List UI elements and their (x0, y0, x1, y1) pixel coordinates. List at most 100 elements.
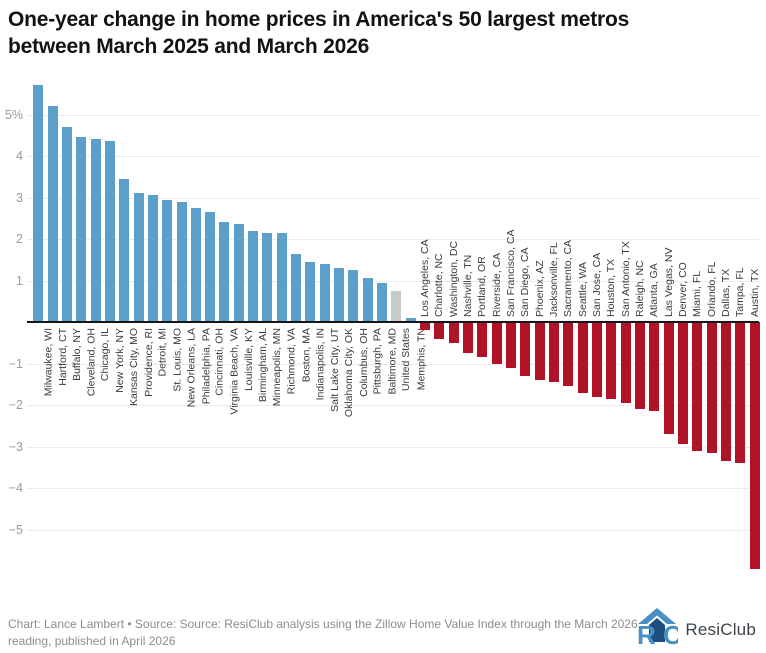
bar (391, 290, 402, 322)
bar (649, 322, 660, 412)
gridline (27, 114, 759, 116)
gridline (27, 446, 759, 448)
bar (749, 322, 760, 569)
bar-label: Boston, MA (300, 328, 313, 383)
bar (477, 322, 488, 358)
bar-label: Pittsburgh, PA (371, 328, 384, 395)
y-tick-label: 4 (16, 149, 23, 163)
y-tick-label: 3 (16, 190, 23, 205)
bar (33, 85, 44, 322)
bar-label: Philadelphia, PA (199, 328, 212, 405)
bar (448, 322, 459, 343)
y-tick-label: 5% (4, 107, 23, 122)
bar (434, 322, 445, 339)
bar-label: Birmingham, AL (257, 328, 270, 403)
credit-line-2: reading, published in April 2026 (8, 633, 176, 648)
bar (233, 224, 244, 322)
bar-label: Tampa, FL (734, 267, 747, 317)
bar (291, 253, 302, 322)
bar (276, 232, 287, 322)
bar-label: Kansas City, MO (128, 328, 141, 406)
bar-label: Dallas, TX (720, 268, 733, 317)
y-tick-label: 1 (16, 273, 23, 288)
y-tick-label: −1 (8, 356, 23, 371)
gridline (27, 197, 759, 199)
page-title: One-year change in home prices in Americ… (8, 6, 629, 60)
bar-label: San Jose, CA (591, 252, 604, 317)
bar-label: Nashville, TN (462, 254, 475, 317)
gridline (27, 239, 759, 240)
bar (334, 268, 345, 322)
bar (119, 178, 130, 322)
bar (348, 270, 359, 322)
resiclub-brand: R C ResiClub (636, 606, 756, 653)
bar-label: Hartford, CT (56, 328, 69, 386)
bar (262, 232, 273, 322)
bar (592, 322, 603, 397)
bar (362, 278, 373, 322)
resiclub-logo-icon: R C (636, 606, 682, 653)
bar (534, 322, 545, 381)
bar-label: Cincinnati, OH (214, 328, 227, 396)
brand-name: ResiClub (685, 619, 756, 639)
bar-label: Baltimore, MD (386, 328, 399, 395)
bar (104, 141, 115, 322)
gridline (27, 405, 759, 406)
bar-label: Atlanta, GA (648, 263, 661, 317)
bar-label: Charlotte, NC (433, 253, 446, 317)
bar-label: Sacramento, CA (562, 239, 575, 317)
bar (47, 106, 58, 322)
gridline (27, 156, 759, 157)
bar-label: New York, NY (113, 328, 126, 393)
bar (147, 195, 158, 322)
bar (176, 201, 187, 322)
bar (190, 207, 201, 322)
bar (692, 322, 703, 451)
bar (420, 322, 431, 331)
bar (90, 139, 101, 322)
bar-label: Columbus, OH (357, 328, 370, 397)
bar (162, 199, 173, 322)
y-tick-label: −4 (8, 481, 23, 495)
bar-label: Richmond, VA (285, 328, 298, 395)
gridline (27, 363, 759, 365)
bar-label: Raleigh, NC (634, 260, 647, 317)
bar-label: Minneapolis, MN (271, 328, 284, 407)
bar-label: Buffalo, NY (70, 328, 83, 381)
bar-label: Milwaukee, WI (42, 328, 55, 397)
bar-label: St. Louis, MO (171, 328, 184, 392)
bar (635, 322, 646, 410)
y-tick-label: 2 (16, 232, 23, 246)
credit-line-1: Chart: Lance Lambert • Source: Source: R… (8, 617, 638, 631)
gridline (27, 488, 759, 489)
bar-label: New Orleans, LA (185, 328, 198, 408)
bar-label: United States (400, 328, 413, 392)
bar-label: Miami, FL (691, 270, 704, 317)
bar-label: Providence, RI (142, 328, 155, 397)
title-line-1: One-year change in home prices in Americ… (8, 8, 630, 31)
source-credit: Chart: Lance Lambert • Source: Source: R… (8, 616, 648, 649)
bar-label: Orlando, FL (705, 261, 718, 317)
bar-label: San Antonio, TX (619, 241, 632, 317)
bar-label: Detroit, MI (156, 328, 169, 377)
bar-label: Los Angeles, CA (419, 239, 432, 317)
bar-label: Virginia Beach, VA (228, 328, 241, 415)
bar-label: Portland, OR (476, 256, 489, 317)
y-tick-label: −3 (8, 439, 23, 454)
bar (319, 263, 330, 322)
bar-label: Riverside, CA (490, 252, 503, 317)
bar (405, 317, 416, 322)
bar-label: Denver, CO (677, 262, 690, 317)
bar-label: Washington, DC (447, 240, 460, 317)
bar (248, 230, 259, 322)
bar (620, 322, 631, 403)
svg-text:R: R (637, 620, 656, 648)
gridline (27, 529, 759, 531)
bar-label: Indianapolis, IN (314, 328, 327, 401)
y-tick-label: −2 (8, 398, 23, 412)
bar-label: Houston, TX (605, 258, 618, 317)
bar-label: Memphis, TN (414, 328, 427, 391)
bar (133, 193, 144, 322)
bar (721, 322, 732, 462)
bar (706, 322, 717, 453)
